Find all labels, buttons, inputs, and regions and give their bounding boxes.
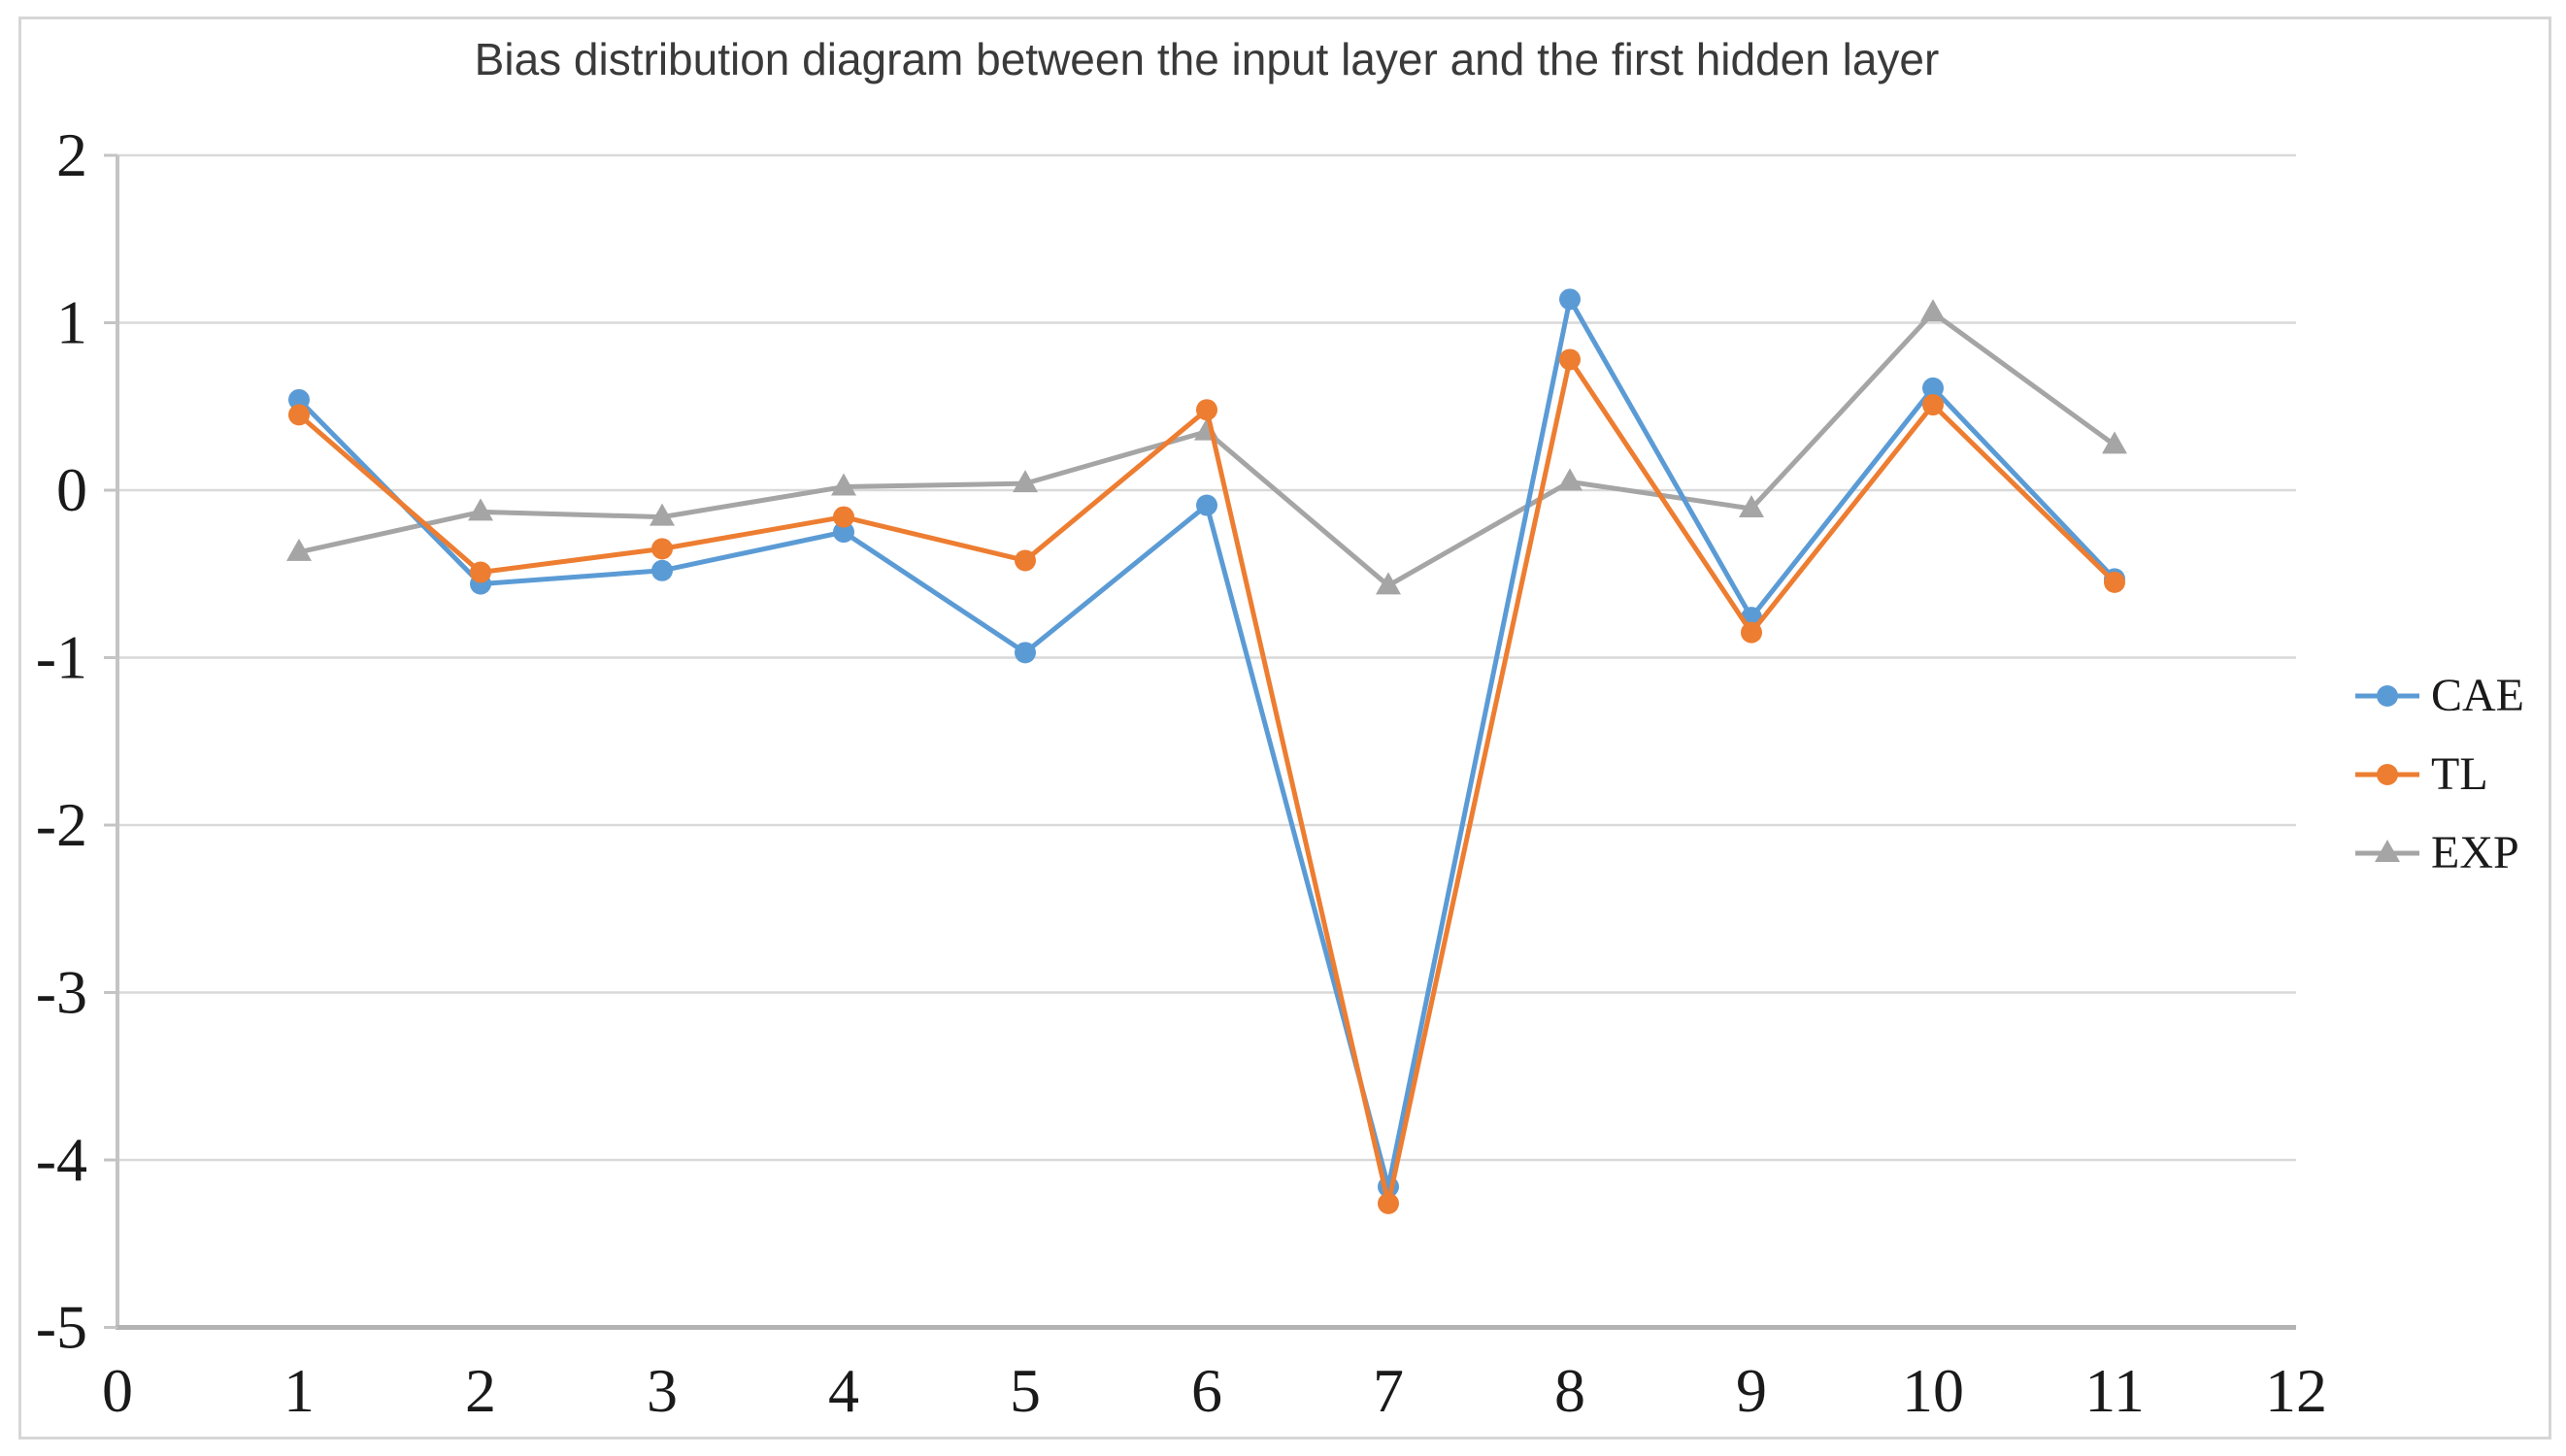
x-tick-label: 0 — [102, 1356, 133, 1425]
marker-tl — [2377, 763, 2398, 785]
y-tick-label: -5 — [36, 1293, 87, 1362]
x-tick-label: 1 — [283, 1356, 315, 1425]
marker-cae — [833, 521, 854, 544]
legend-marker-exp-icon — [2355, 839, 2419, 862]
marker-cae — [1559, 288, 1581, 311]
series-tl — [288, 348, 2125, 1214]
marker-exp — [1920, 299, 1946, 322]
marker-tl — [833, 506, 854, 528]
series-exp — [286, 299, 2127, 595]
marker-exp — [2375, 839, 2400, 862]
marker-exp — [831, 473, 856, 496]
y-tick-label: -4 — [36, 1125, 87, 1194]
marker-tl — [470, 561, 491, 583]
marker-exp — [1557, 468, 1583, 491]
legend-item-exp: EXP — [2353, 813, 2524, 892]
marker-tl — [1559, 348, 1581, 371]
marker-exp — [2102, 431, 2127, 454]
x-tick-label: 8 — [1554, 1356, 1585, 1425]
marker-cae — [288, 388, 310, 411]
x-tick-label: 6 — [1191, 1356, 1222, 1425]
marker-cae — [1015, 642, 1036, 664]
x-tick-label: 4 — [828, 1356, 859, 1425]
x-tick-label: 12 — [2265, 1356, 2327, 1425]
marker-exp — [286, 538, 312, 561]
y-tick-label: -1 — [36, 623, 87, 692]
legend-item-cae: CAE — [2353, 656, 2524, 735]
marker-tl — [2104, 571, 2125, 593]
marker-tl — [1922, 394, 1944, 416]
marker-exp — [1739, 494, 1764, 517]
marker-exp — [650, 503, 675, 526]
marker-cae — [651, 559, 673, 581]
marker-tl — [1015, 549, 1036, 572]
y-tick-label: 2 — [56, 120, 87, 189]
marker-tl — [288, 404, 310, 426]
marker-exp — [1194, 417, 1219, 441]
x-tick-label: 11 — [2084, 1356, 2145, 1425]
series-line-tl — [297, 356, 2116, 1207]
chart-title: Bias distribution diagram between the in… — [474, 34, 1940, 84]
legend-marker-cae-icon — [2355, 684, 2419, 707]
legend: CAE TL EXP — [2353, 656, 2524, 892]
marker-exp — [1376, 572, 1401, 595]
marker-cae — [1196, 494, 1217, 516]
legend-item-tl: TL — [2353, 735, 2524, 813]
x-tick-label: 2 — [465, 1356, 496, 1425]
marker-cae — [2377, 684, 2398, 707]
x-tick-label: 5 — [1010, 1356, 1041, 1425]
series-line-exp — [298, 310, 2116, 588]
marker-exp — [468, 498, 493, 521]
marker-cae — [1922, 377, 1944, 399]
y-tick-label: -2 — [36, 790, 87, 859]
marker-tl — [1741, 621, 1762, 644]
marker-tl — [651, 538, 673, 560]
legend-label: CAE — [2431, 670, 2524, 721]
y-tick-label: 1 — [56, 288, 87, 357]
legend-label: EXP — [2431, 827, 2519, 878]
y-tick-label: -3 — [36, 958, 87, 1027]
x-tick-label: 7 — [1373, 1356, 1404, 1425]
x-tick-label: 10 — [1902, 1356, 1964, 1425]
y-tick-label: 0 — [56, 455, 87, 524]
legend-marker-tl-icon — [2355, 763, 2419, 785]
marker-exp — [1013, 470, 1038, 493]
x-tick-label: 3 — [647, 1356, 678, 1425]
x-tick-label: 9 — [1736, 1356, 1767, 1425]
legend-label: TL — [2431, 748, 2488, 800]
marker-tl — [1378, 1192, 1399, 1214]
marker-tl — [1196, 399, 1217, 421]
